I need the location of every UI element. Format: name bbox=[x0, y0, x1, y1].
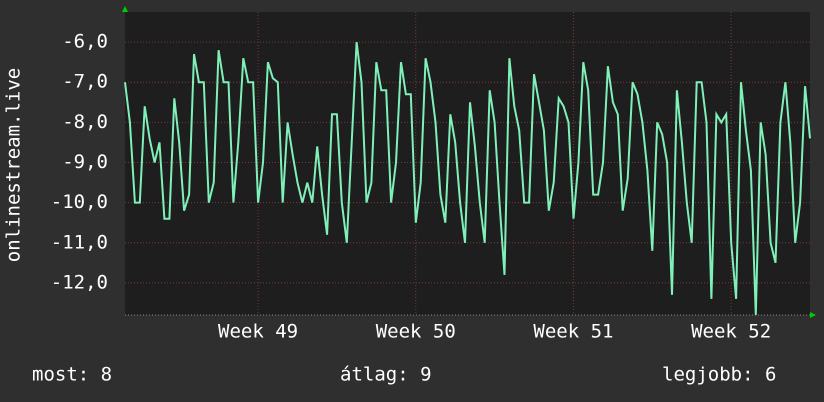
x-tick-label: Week 50 bbox=[376, 321, 456, 343]
y-tick-label: -7,0 bbox=[62, 71, 108, 93]
footer-stat: most: 8 bbox=[32, 364, 112, 386]
y-tick-label: -10,0 bbox=[51, 191, 108, 213]
y-tick-label: -6,0 bbox=[62, 31, 108, 53]
x-tick-label: Week 51 bbox=[533, 321, 613, 343]
y-tick-label: -9,0 bbox=[62, 151, 108, 173]
y-tick-label: -11,0 bbox=[51, 231, 108, 253]
footer-stat: átlag: 9 bbox=[340, 364, 432, 386]
y-tick-label: -12,0 bbox=[51, 271, 108, 293]
axis-arrow bbox=[122, 6, 128, 12]
axis-arrow bbox=[810, 312, 816, 318]
x-tick-label: Week 52 bbox=[691, 321, 771, 343]
y-tick-label: -8,0 bbox=[62, 111, 108, 133]
y-axis-label: onlinestream.live bbox=[3, 68, 25, 262]
footer-stat: legjobb: 6 bbox=[662, 364, 776, 386]
data-line bbox=[124, 41, 811, 316]
x-tick-label: Week 49 bbox=[218, 321, 298, 343]
